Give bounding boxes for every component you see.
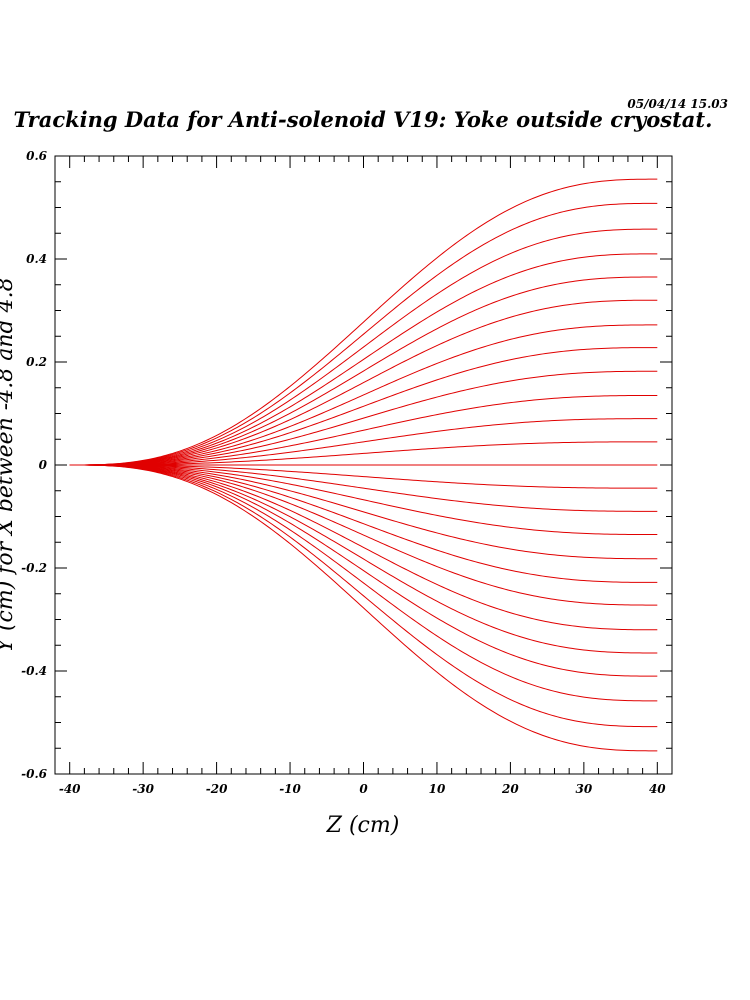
x-tick-label: -30 (132, 782, 154, 796)
x-tick-label: -10 (279, 782, 301, 796)
x-tick-label: 30 (576, 782, 593, 796)
trajectory-line-2 (69, 464, 658, 702)
trajectory-line-10 (69, 464, 658, 512)
x-tick-label: 0 (359, 782, 368, 796)
trajectory-line-17 (69, 347, 658, 466)
trajectory-line-5 (69, 464, 658, 631)
x-axis-label: Z (cm) (326, 813, 400, 838)
y-tick-label: -0.4 (21, 664, 47, 678)
x-tick-label: -20 (206, 782, 228, 796)
trajectory-line-11 (69, 464, 658, 489)
x-tick-label: -40 (59, 782, 81, 796)
trajectory-line-6 (69, 464, 658, 606)
x-tick-label: 10 (429, 782, 446, 796)
x-tick-labels: -40 -30 -20 -10 0 10 20 30 40 (59, 782, 666, 796)
axis-ticks (55, 155, 672, 775)
trajectory-line-22 (69, 228, 658, 466)
trajectory-line-13 (69, 441, 658, 466)
trajectory-line-1 (69, 464, 658, 728)
y-tick-label: 0.6 (26, 149, 48, 163)
x-tick-label: 40 (649, 782, 666, 796)
trajectory-line-24 (69, 178, 658, 466)
trajectory-line-21 (69, 253, 658, 466)
trajectory-line-7 (69, 464, 658, 583)
chart-timestamp: 05/04/14 15.03 (627, 97, 728, 111)
trajectory-line-4 (69, 464, 658, 654)
plot-frame (54, 155, 673, 775)
trajectory-line-9 (69, 464, 658, 536)
chart-title: Tracking Data for Anti-solenoid V19: Yok… (14, 107, 713, 132)
trajectory-line-20 (69, 276, 658, 466)
y-tick-label: -0.6 (21, 767, 48, 781)
trajectory-line-15 (69, 394, 658, 466)
y-tick-labels: -0.6 -0.4 -0.2 0 0.2 0.4 0.6 (21, 149, 48, 781)
trajectory-line-19 (69, 299, 658, 466)
y-tick-label: 0 (39, 458, 48, 472)
trajectory-line-8 (69, 464, 658, 560)
trajectory-line-3 (69, 464, 658, 677)
trajectory-line-16 (69, 370, 658, 466)
y-axis-label: Y (cm) for X between -4.8 and 4.8 (0, 277, 18, 652)
y-tick-label: 0.2 (26, 355, 47, 369)
x-tick-label: 20 (501, 782, 519, 796)
y-tick-label: -0.2 (21, 561, 47, 575)
trajectory-line-14 (69, 418, 658, 466)
trajectory-traces (69, 178, 658, 752)
trajectory-line-0 (69, 464, 658, 752)
y-tick-label: 0.4 (26, 252, 47, 266)
trajectory-line-18 (69, 324, 658, 466)
trajectory-line-23 (69, 202, 658, 466)
